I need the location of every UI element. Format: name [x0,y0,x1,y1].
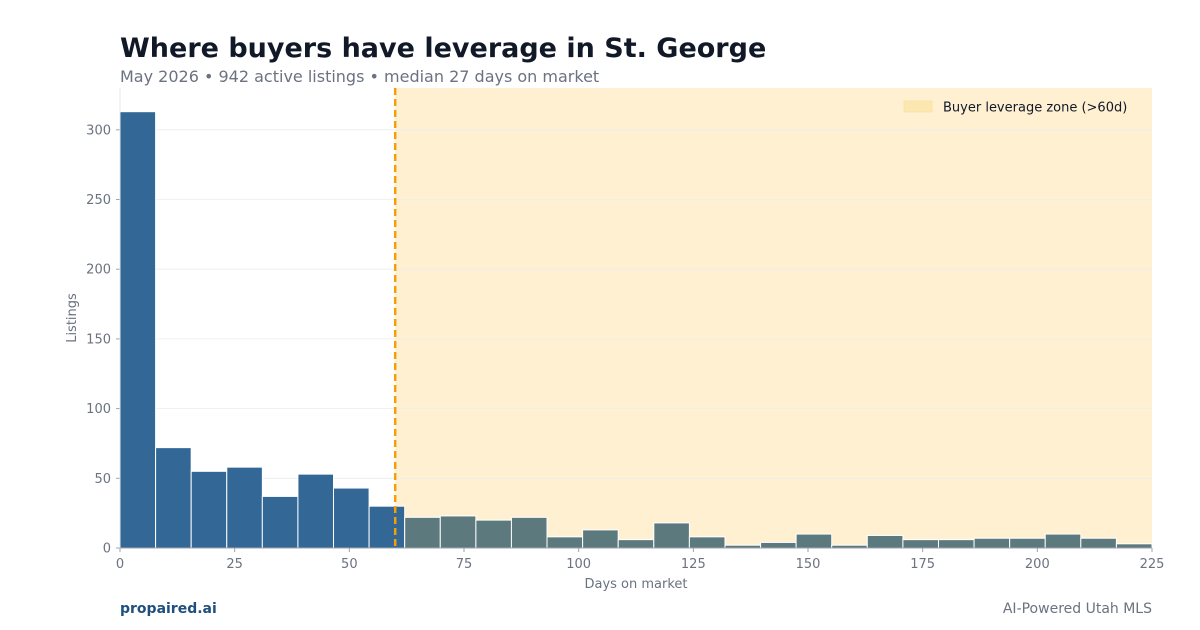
histogram-bar [297,473,335,549]
x-tick-label: 0 [116,557,124,572]
histogram-bar [226,466,263,549]
y-tick-label: 50 [94,472,111,487]
histogram-bar [1115,543,1153,549]
histogram-bar [866,534,904,549]
y-tick-label: 150 [86,332,111,347]
histogram-bar [760,541,797,549]
footer-brand: propaired.ai [120,601,217,617]
histogram-bar [404,516,441,549]
legend-label: Buyer leverage zone (>60d) [943,101,1127,116]
x-tick-label: 225 [1140,557,1165,572]
histogram-bar [190,470,228,549]
histogram-bar [1009,537,1046,549]
y-tick-label: 200 [86,263,111,278]
x-tick-label: 125 [681,557,706,572]
histogram-bar [119,111,157,549]
y-tick-label: 300 [86,123,111,138]
legend-layer: Buyer leverage zone (>60d) [903,100,1127,116]
histogram-bar [582,529,619,549]
histogram-bar [261,495,299,549]
histogram-bar [368,505,406,549]
x-tick-label: 200 [1025,557,1050,572]
histogram-bar [973,537,1011,549]
footer-tagline: AI-Powered Utah MLS [1002,601,1152,617]
histogram-bar [546,536,584,549]
histogram-bar [902,539,939,549]
y-tick-label: 250 [86,193,111,208]
histogram-bar [1044,533,1082,549]
leverage-zone-layer [395,88,1152,548]
x-tick-label: 25 [226,557,243,572]
histogram-bar [688,536,726,549]
histogram-bar [155,447,192,549]
axis-layer: 0 50 100 150 200 250 300 0 25 50 75 100 125 150 175 200… [65,88,1164,592]
x-tick-label: 175 [910,557,935,572]
x-tick-label: 150 [796,557,821,572]
chart-subtitle: May 2026 • 942 active listings • median … [120,67,600,86]
x-tick-label: 50 [341,557,358,572]
histogram-bar [475,519,512,549]
x-tick-label: 100 [566,557,591,572]
y-tick-label: 0 [103,542,111,557]
x-axis-label: Days on market [584,577,687,592]
legend-swatch [903,100,933,113]
gridline-layer [120,129,1152,479]
chart-title: Where buyers have leverage in St. George [120,33,767,64]
histogram-bar [1080,537,1117,549]
x-tick-label: 75 [456,557,473,572]
histogram-bar [333,487,370,549]
leverage-zone [395,88,1152,548]
histogram-bar [653,522,690,549]
histogram-bar [439,515,477,549]
histogram-bar [937,539,975,549]
y-axis-label: Listings [65,293,80,343]
bar-layer [119,111,1153,549]
histogram-bar [617,539,655,549]
y-tick-label: 100 [86,402,111,417]
histogram-bar [510,516,548,549]
histogram-bar [795,533,833,549]
